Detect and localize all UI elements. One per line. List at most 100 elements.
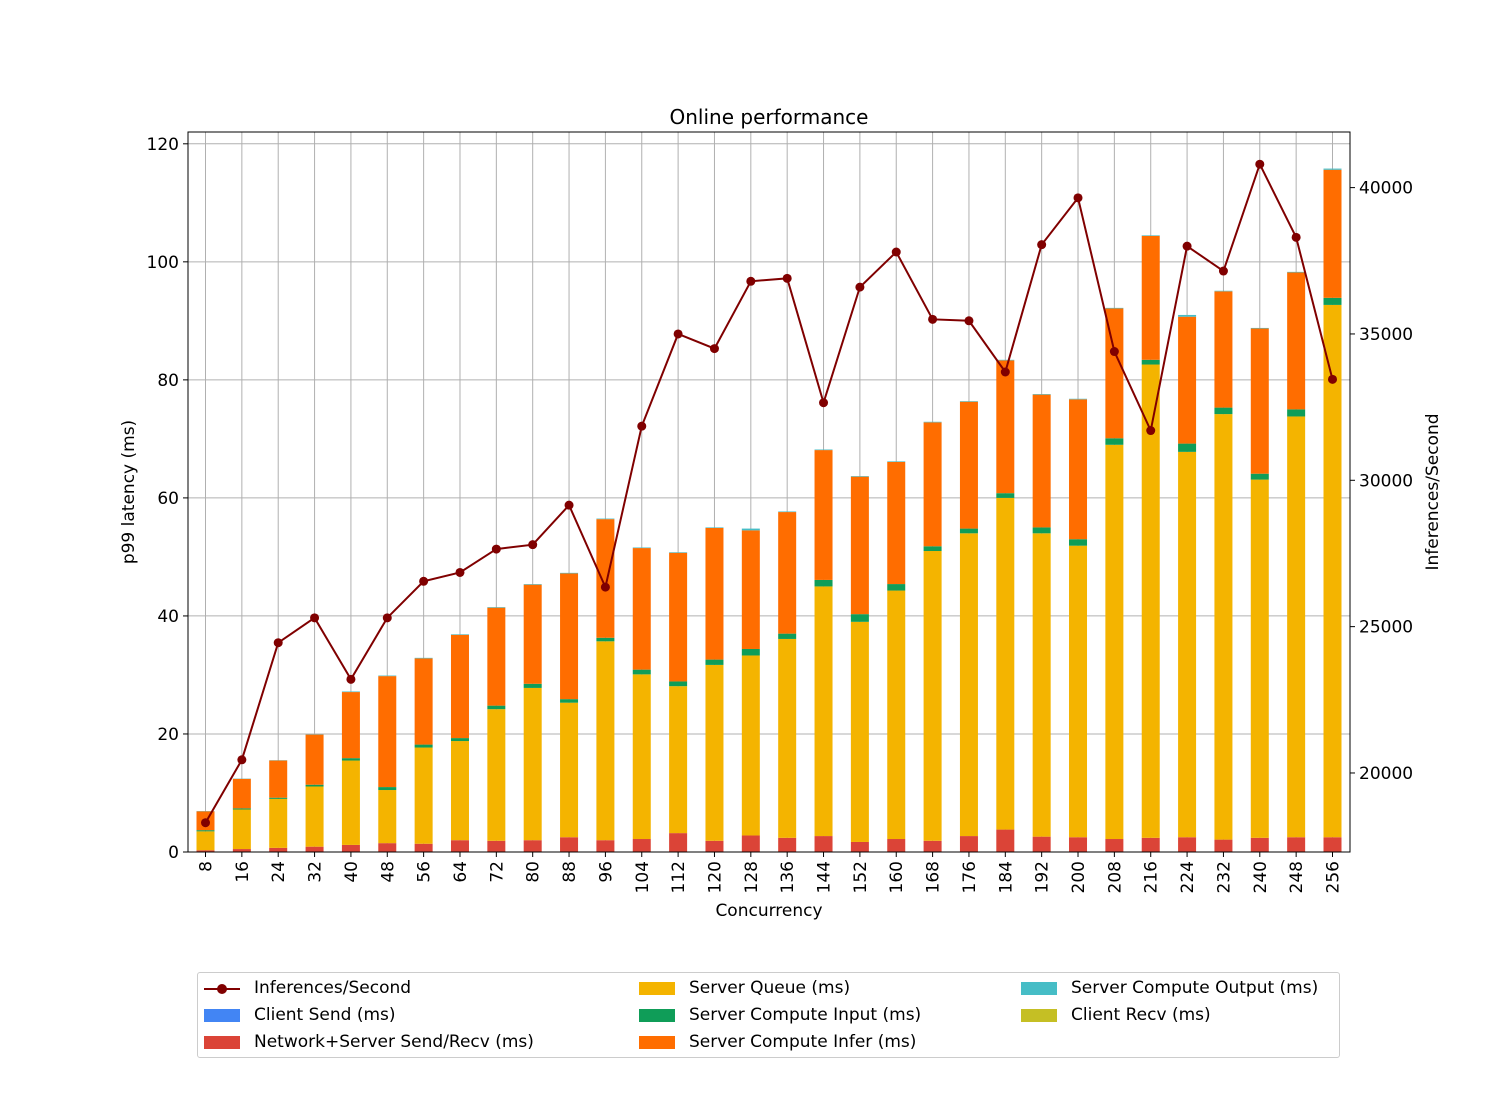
line-point bbox=[1109, 347, 1119, 357]
y-axis-ticks: 0 20 40 60 80 100 120 bbox=[147, 135, 188, 863]
legend-label: Server Compute Infer (ms) bbox=[689, 1032, 917, 1052]
x-tick-label: 56 bbox=[415, 861, 435, 883]
bar-segment bbox=[887, 839, 906, 852]
legend-label: Client Recv (ms) bbox=[1071, 1005, 1211, 1025]
bar-segment bbox=[305, 846, 324, 852]
legend-item-client-recv: Client Recv (ms) bbox=[1021, 1005, 1211, 1025]
bar-segment bbox=[1069, 399, 1088, 540]
bar-segment bbox=[523, 687, 542, 841]
x-tick-label: 80 bbox=[524, 861, 544, 883]
x-tick-label: 152 bbox=[851, 861, 871, 893]
bar-segment bbox=[778, 512, 797, 634]
bar-segment bbox=[560, 702, 579, 838]
bar-segment bbox=[705, 840, 724, 852]
legend-label: Server Compute Input (ms) bbox=[689, 1005, 922, 1025]
bar-segment bbox=[378, 676, 397, 788]
y-tick-label: 20 bbox=[157, 725, 179, 745]
bar-segment bbox=[887, 461, 906, 585]
inferences-line bbox=[201, 159, 1337, 828]
bar-segment bbox=[1323, 304, 1342, 838]
x-tick-label: 120 bbox=[705, 861, 725, 893]
line-point bbox=[1218, 266, 1228, 276]
bar-segment bbox=[1069, 539, 1088, 546]
line-path bbox=[204, 161, 1334, 824]
bar-segment bbox=[1141, 235, 1160, 236]
bar-segment bbox=[1032, 533, 1051, 837]
bar-segment bbox=[996, 497, 1015, 830]
bar-segment bbox=[1105, 839, 1124, 852]
bar-segment bbox=[996, 829, 1015, 852]
y2-tick-label: 30000 bbox=[1359, 471, 1413, 491]
bar-segment bbox=[414, 657, 433, 659]
bar-segment bbox=[596, 518, 615, 520]
bar-segment bbox=[596, 641, 615, 841]
bar-segment bbox=[560, 573, 579, 700]
legend-label: Inferences/Second bbox=[254, 978, 412, 998]
bar-segment bbox=[850, 476, 869, 615]
chart-title: Online performance bbox=[670, 105, 869, 129]
bar-segment bbox=[1178, 316, 1197, 444]
bar-segment bbox=[778, 638, 797, 838]
bar-stacks bbox=[196, 168, 1342, 852]
bar-segment bbox=[1178, 314, 1197, 317]
bar-segment bbox=[959, 401, 978, 529]
line-point bbox=[1255, 159, 1265, 169]
bar-segment bbox=[269, 798, 288, 848]
line-point bbox=[819, 398, 829, 408]
bar-segment bbox=[923, 546, 942, 552]
x-tick-label: 104 bbox=[633, 861, 653, 893]
x-tick-label: 72 bbox=[487, 861, 507, 883]
bar-segment bbox=[560, 572, 579, 574]
line-point bbox=[782, 273, 792, 283]
bar-segment bbox=[269, 760, 288, 798]
bar-segment bbox=[1032, 836, 1051, 852]
bar-segment bbox=[887, 461, 906, 462]
line-point bbox=[1037, 240, 1047, 250]
plot-frame bbox=[187, 131, 1351, 853]
y-tick-label: 120 bbox=[147, 135, 179, 155]
bar-segment bbox=[232, 809, 251, 850]
bar-segment bbox=[705, 528, 724, 660]
x-tick-label: 160 bbox=[887, 861, 907, 893]
bar-segment bbox=[1141, 359, 1160, 365]
bar-segment bbox=[269, 847, 288, 852]
bar-segment bbox=[523, 683, 542, 688]
bar-segment bbox=[632, 669, 651, 675]
bar-segment bbox=[1250, 328, 1269, 474]
bar-segment bbox=[232, 849, 251, 852]
line-point bbox=[746, 276, 756, 286]
x-tick-label: 224 bbox=[1178, 861, 1198, 893]
bar-segment bbox=[996, 359, 1015, 361]
bar-segment bbox=[1178, 451, 1197, 838]
line-point bbox=[855, 282, 865, 292]
bar-segment bbox=[596, 519, 615, 638]
x-tick-label: 144 bbox=[815, 861, 835, 893]
bar-segment bbox=[814, 586, 833, 837]
legend-item-network: Network+Server Send/Recv (ms) bbox=[204, 1032, 534, 1052]
y2-tick-label: 25000 bbox=[1359, 618, 1413, 638]
x-tick-label: 232 bbox=[1214, 861, 1234, 893]
y2-tick-label: 20000 bbox=[1359, 764, 1413, 784]
legend-label: Network+Server Send/Recv (ms) bbox=[254, 1032, 534, 1052]
legend-swatch-icon bbox=[639, 1008, 675, 1022]
line-point bbox=[273, 638, 283, 648]
line-point bbox=[382, 613, 392, 623]
bar-segment bbox=[1250, 479, 1269, 838]
y-tick-label: 0 bbox=[168, 843, 179, 863]
line-point bbox=[237, 755, 247, 765]
bar-segment bbox=[378, 843, 397, 852]
y2-tick-label: 40000 bbox=[1359, 179, 1413, 199]
legend-line-marker-icon bbox=[204, 982, 240, 995]
bar-segment bbox=[341, 692, 360, 759]
bar-segment bbox=[378, 675, 397, 677]
line-point bbox=[455, 567, 465, 577]
bar-segment bbox=[414, 744, 433, 748]
bar-segment bbox=[414, 747, 433, 844]
bar-segment bbox=[1069, 545, 1088, 838]
bar-segment bbox=[959, 533, 978, 837]
line-point bbox=[528, 540, 538, 550]
bar-segment bbox=[741, 530, 760, 649]
line-point bbox=[891, 247, 901, 257]
bar-segment bbox=[414, 658, 433, 745]
legend-item-compute-input: Server Compute Input (ms) bbox=[639, 1005, 921, 1025]
